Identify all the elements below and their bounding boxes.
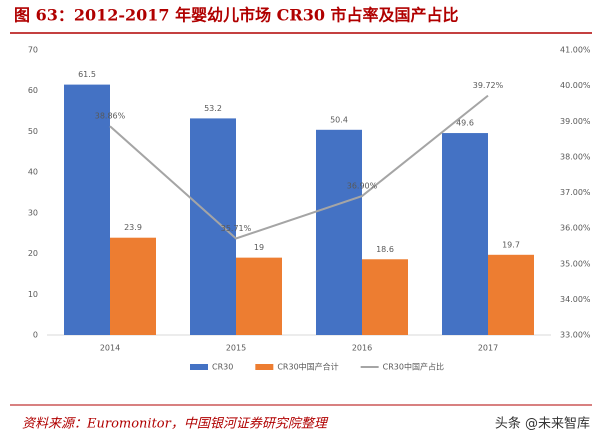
data-label: 19.7 xyxy=(502,240,520,249)
legend-label: CR30 xyxy=(212,363,233,372)
data-label: 19 xyxy=(254,243,264,252)
y2-tick-label: 41.00% xyxy=(560,46,591,55)
y-tick-label: 60 xyxy=(28,86,38,95)
legend-symbol xyxy=(255,364,274,370)
data-label: 36.90% xyxy=(347,182,378,191)
bar xyxy=(362,259,408,335)
data-label: 50.4 xyxy=(330,115,348,124)
legend-symbol xyxy=(190,364,208,370)
bar xyxy=(64,84,110,335)
bar xyxy=(110,237,156,335)
y2-tick-label: 35.00% xyxy=(560,259,591,268)
source: 资料来源：Euromonitor，中国银河证券研究院整理 xyxy=(22,416,329,432)
y2-tick-label: 34.00% xyxy=(560,295,591,304)
data-label: 49.6 xyxy=(456,119,474,128)
x-tick-label: 2017 xyxy=(478,344,498,353)
y-tick-label: 10 xyxy=(28,290,38,299)
chart-title: 图 63：2012-2017 年婴幼儿市场 CR30 市占率及国产占比 xyxy=(14,6,459,25)
legend-label: CR30中国产占比 xyxy=(383,362,444,372)
data-label: 53.2 xyxy=(204,104,222,113)
y-tick-label: 50 xyxy=(28,127,38,136)
bar xyxy=(488,254,534,335)
y2-tick-label: 39.00% xyxy=(560,117,591,126)
data-label: 23.9 xyxy=(124,223,142,232)
data-label: 61.5 xyxy=(78,70,96,79)
y2-tick-label: 37.00% xyxy=(560,188,591,197)
y2-tick-label: 36.00% xyxy=(560,224,591,233)
line xyxy=(109,94,489,240)
bar xyxy=(442,133,488,335)
watermark: 头条 @未来智库 xyxy=(495,416,590,432)
bar xyxy=(316,129,362,335)
y2-tick-label: 33.00% xyxy=(560,331,591,340)
y-tick-label: 30 xyxy=(28,208,38,217)
bar xyxy=(236,257,282,335)
y-tick-label: 40 xyxy=(28,168,38,177)
data-label: 35.71% xyxy=(221,224,252,233)
bar xyxy=(190,118,236,336)
y-tick-label: 0 xyxy=(33,331,38,340)
y2-tick-label: 40.00% xyxy=(560,81,591,90)
y2-tick-label: 38.00% xyxy=(560,152,591,161)
x-tick-label: 2014 xyxy=(100,344,120,353)
x-tick-label: 2016 xyxy=(352,344,372,353)
y-tick-label: 70 xyxy=(28,46,38,55)
y-tick-label: 20 xyxy=(28,249,38,258)
data-label: 39.72% xyxy=(473,81,504,90)
data-label: 38.86% xyxy=(95,112,126,121)
data-label: 18.6 xyxy=(376,245,394,254)
legend-label: CR30中国产合计 xyxy=(277,362,338,372)
x-tick-label: 2015 xyxy=(226,344,246,353)
